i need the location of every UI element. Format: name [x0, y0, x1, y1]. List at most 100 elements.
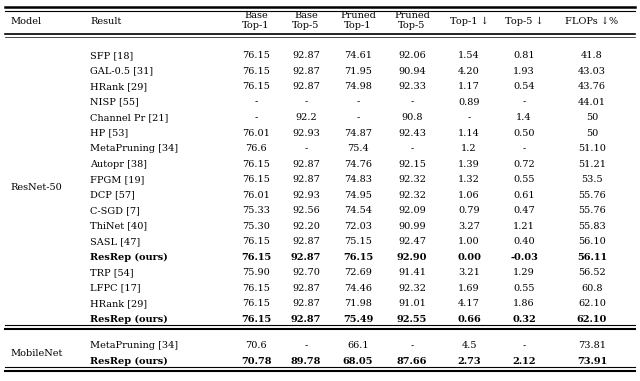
Text: Top-1 ↓: Top-1 ↓: [450, 16, 488, 26]
Text: 92.32: 92.32: [398, 175, 426, 184]
Text: 74.46: 74.46: [344, 283, 372, 293]
Text: 71.95: 71.95: [344, 67, 372, 75]
Text: 0.79: 0.79: [458, 206, 480, 215]
Text: ThiNet [40]: ThiNet [40]: [90, 222, 147, 231]
Text: 92.93: 92.93: [292, 129, 320, 138]
Text: 4.20: 4.20: [458, 67, 480, 75]
Text: 0.55: 0.55: [513, 175, 535, 184]
Text: Top-5: Top-5: [398, 21, 426, 30]
Text: 75.15: 75.15: [344, 237, 372, 246]
Text: ResRep (ours): ResRep (ours): [90, 253, 168, 262]
Text: 90.94: 90.94: [398, 67, 426, 75]
Text: 92.33: 92.33: [398, 82, 426, 91]
Text: 74.83: 74.83: [344, 175, 372, 184]
Text: ResRep (ours): ResRep (ours): [90, 315, 168, 324]
Text: 92.56: 92.56: [292, 206, 320, 215]
Text: 62.10: 62.10: [578, 299, 606, 308]
Text: C-SGD [7]: C-SGD [7]: [90, 206, 140, 215]
Text: 0.00: 0.00: [457, 253, 481, 262]
Text: 50: 50: [586, 113, 598, 122]
Text: 92.55: 92.55: [397, 315, 427, 323]
Text: 92.90: 92.90: [397, 253, 428, 262]
Text: 92.87: 92.87: [291, 253, 321, 262]
Text: 75.30: 75.30: [242, 222, 270, 231]
Text: -: -: [410, 98, 413, 107]
Text: 74.76: 74.76: [344, 160, 372, 169]
Text: 92.87: 92.87: [292, 160, 320, 169]
Text: 51.10: 51.10: [578, 144, 606, 153]
Text: 92.87: 92.87: [292, 175, 320, 184]
Text: 68.05: 68.05: [343, 357, 373, 366]
Text: 92.09: 92.09: [398, 206, 426, 215]
Text: LFPC [17]: LFPC [17]: [90, 283, 141, 293]
Text: 72.03: 72.03: [344, 222, 372, 231]
Text: 76.15: 76.15: [343, 253, 373, 262]
Text: 92.87: 92.87: [292, 51, 320, 60]
Text: -0.03: -0.03: [510, 253, 538, 262]
Text: 90.99: 90.99: [398, 222, 426, 231]
Text: 76.15: 76.15: [242, 299, 270, 308]
Text: 76.6: 76.6: [245, 144, 267, 153]
Text: 0.54: 0.54: [513, 82, 535, 91]
Text: 55.83: 55.83: [578, 222, 606, 231]
Text: 1.21: 1.21: [513, 222, 535, 231]
Text: -: -: [305, 341, 308, 351]
Text: 1.00: 1.00: [458, 237, 480, 246]
Text: 76.15: 76.15: [242, 175, 270, 184]
Text: 55.76: 55.76: [578, 190, 606, 200]
Text: 92.20: 92.20: [292, 222, 320, 231]
Text: 74.95: 74.95: [344, 190, 372, 200]
Text: 60.8: 60.8: [581, 283, 603, 293]
Text: 0.72: 0.72: [513, 160, 535, 169]
Text: 74.87: 74.87: [344, 129, 372, 138]
Text: FPGM [19]: FPGM [19]: [90, 175, 145, 184]
Text: MetaPruning [34]: MetaPruning [34]: [90, 144, 178, 153]
Text: 74.98: 74.98: [344, 82, 372, 91]
Text: 50: 50: [586, 129, 598, 138]
Text: -: -: [410, 144, 413, 153]
Text: 76.01: 76.01: [242, 129, 270, 138]
Text: 76.15: 76.15: [241, 253, 271, 262]
Text: 1.39: 1.39: [458, 160, 480, 169]
Text: 51.21: 51.21: [578, 160, 606, 169]
Text: -: -: [254, 113, 258, 122]
Text: GAL-0.5 [31]: GAL-0.5 [31]: [90, 67, 153, 75]
Text: 0.32: 0.32: [512, 315, 536, 323]
Text: 0.47: 0.47: [513, 206, 535, 215]
Text: HRank [29]: HRank [29]: [90, 299, 147, 308]
Text: NISP [55]: NISP [55]: [90, 98, 139, 107]
Text: 74.54: 74.54: [344, 206, 372, 215]
Text: 2.12: 2.12: [512, 357, 536, 366]
Text: 4.17: 4.17: [458, 299, 480, 308]
Text: 92.87: 92.87: [292, 283, 320, 293]
Text: 56.10: 56.10: [578, 237, 606, 246]
Text: 89.78: 89.78: [291, 357, 321, 366]
Text: 1.06: 1.06: [458, 190, 480, 200]
Text: Top-5 ↓: Top-5 ↓: [505, 16, 543, 26]
Text: Top-1: Top-1: [243, 21, 269, 30]
Text: Autopr [38]: Autopr [38]: [90, 160, 147, 169]
Text: 56.52: 56.52: [578, 268, 606, 277]
Text: 55.76: 55.76: [578, 206, 606, 215]
Text: Model: Model: [10, 16, 41, 26]
Text: 76.15: 76.15: [241, 315, 271, 323]
Text: 70.6: 70.6: [245, 341, 267, 351]
Text: 87.66: 87.66: [397, 357, 427, 366]
Text: 1.29: 1.29: [513, 268, 535, 277]
Text: 43.76: 43.76: [578, 82, 606, 91]
Text: -: -: [522, 144, 525, 153]
Text: 1.69: 1.69: [458, 283, 480, 293]
Text: DCP [57]: DCP [57]: [90, 190, 135, 200]
Text: 0.61: 0.61: [513, 190, 535, 200]
Text: 1.93: 1.93: [513, 67, 535, 75]
Text: 92.06: 92.06: [398, 51, 426, 60]
Text: 2.73: 2.73: [457, 357, 481, 366]
Text: 53.5: 53.5: [581, 175, 603, 184]
Text: 76.01: 76.01: [242, 190, 270, 200]
Text: TRP [54]: TRP [54]: [90, 268, 134, 277]
Text: 92.87: 92.87: [292, 67, 320, 75]
Text: 62.10: 62.10: [577, 315, 607, 323]
Text: HP [53]: HP [53]: [90, 129, 128, 138]
Text: 75.33: 75.33: [242, 206, 270, 215]
Text: MetaPruning [34]: MetaPruning [34]: [90, 341, 178, 351]
